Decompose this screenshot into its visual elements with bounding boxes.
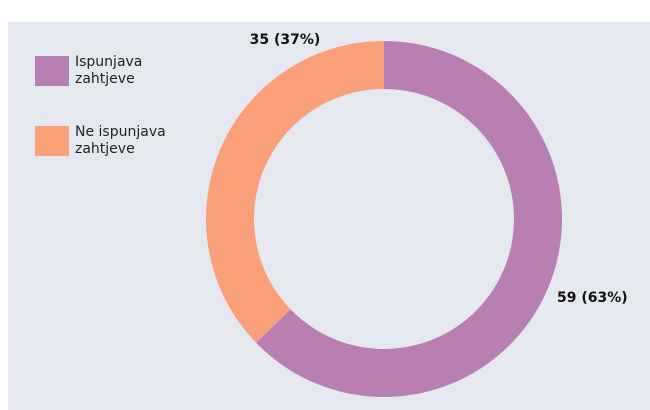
legend-label: Ne ispunjava zahtjeve <box>75 124 166 157</box>
slice-label: 59 (63%) <box>557 290 628 306</box>
donut-slice <box>256 41 562 397</box>
legend-swatch <box>35 126 69 156</box>
legend-label: Ispunjava zahtjeve <box>75 54 143 87</box>
donut-slice <box>205 41 384 343</box>
slice-label: 35 (37%) <box>250 32 321 48</box>
legend-swatch <box>35 56 69 86</box>
